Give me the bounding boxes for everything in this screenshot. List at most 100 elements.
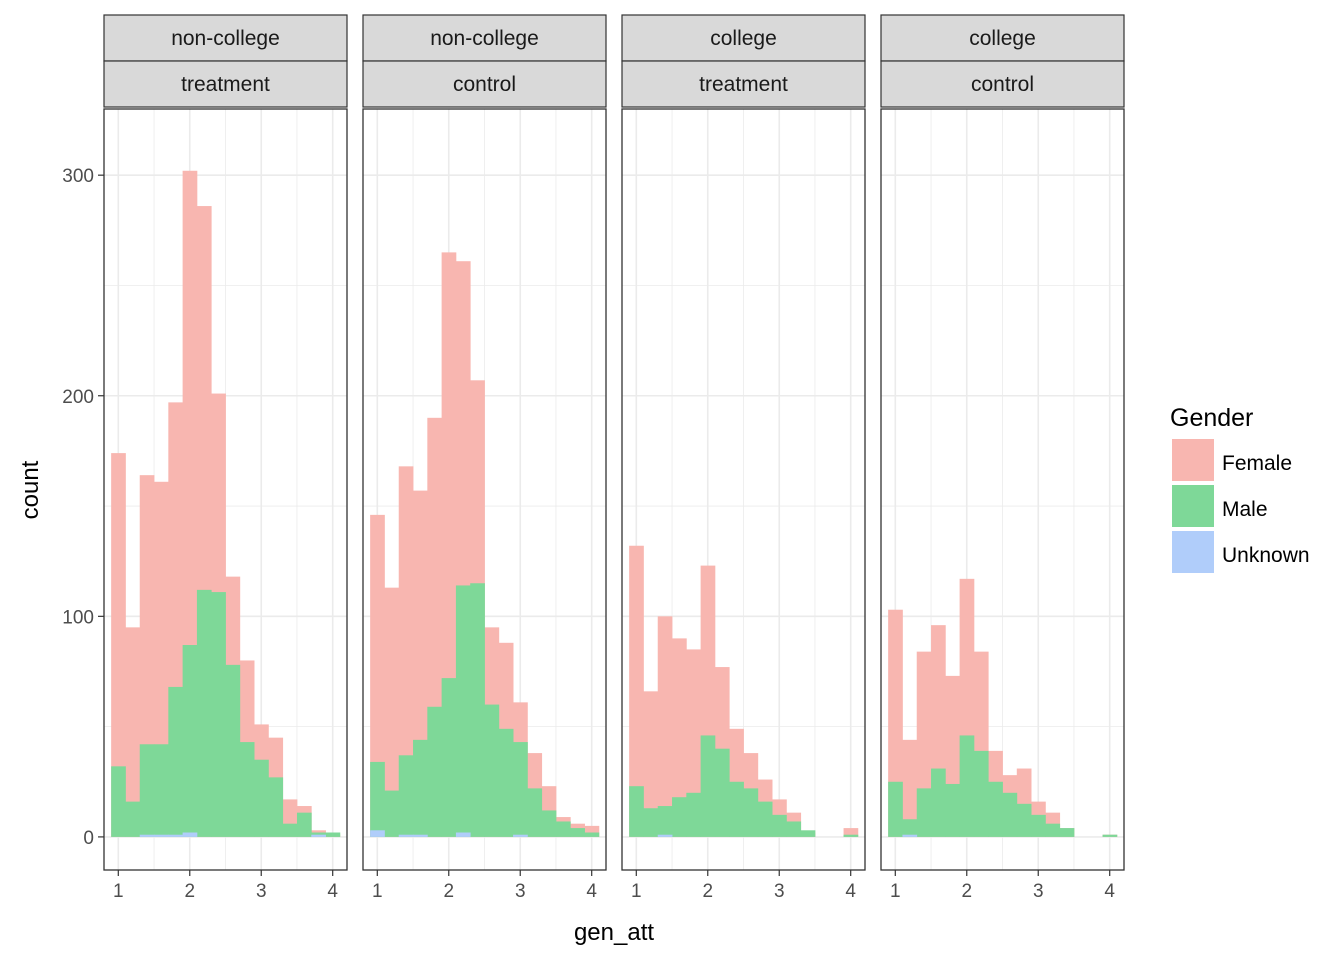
- histogram-bar-female: [672, 638, 687, 837]
- histogram-bar-male: [772, 814, 787, 837]
- histogram-bar-male: [888, 781, 903, 837]
- facet-strip-bottom-label: treatment: [699, 73, 788, 96]
- x-tick-label: 2: [184, 881, 195, 902]
- legend-swatch-male: [1172, 485, 1214, 527]
- histogram-bar-female: [643, 691, 659, 837]
- legend-item-unknown: Unknown: [1172, 531, 1310, 573]
- histogram-bar-male: [686, 792, 702, 837]
- histogram-bar-unknown: [902, 834, 918, 837]
- histogram-bar-male: [672, 797, 687, 837]
- histogram-bar-female: [686, 649, 702, 837]
- histogram-bar-male: [1045, 823, 1061, 837]
- histogram-bar-male: [902, 819, 918, 837]
- y-tick-label: 300: [62, 166, 94, 187]
- histogram-bar-female: [657, 616, 673, 837]
- x-tick-label: 4: [586, 881, 597, 902]
- x-tick-label: 2: [443, 881, 454, 902]
- histogram-bar-male: [498, 728, 514, 837]
- facet-strip-top: [362, 14, 607, 62]
- x-tick-label: 3: [256, 881, 267, 902]
- x-axis-title: gen_att: [574, 919, 654, 946]
- facet-strip-top-label: college: [969, 27, 1036, 50]
- histogram-bar-male: [125, 801, 141, 837]
- histogram-bar-male: [643, 808, 659, 837]
- legend-item-female: Female: [1172, 439, 1292, 481]
- histogram-bar-unknown: [311, 834, 326, 837]
- legend-swatch-unknown: [1172, 531, 1214, 573]
- histogram-bar-male: [239, 742, 255, 837]
- histogram-bar-male: [988, 781, 1003, 837]
- histogram-bar-male: [296, 812, 312, 837]
- histogram-bar-male: [800, 830, 816, 837]
- histogram-bar-male: [657, 806, 673, 837]
- legend-swatch-female: [1172, 439, 1214, 481]
- x-tick-label: 1: [372, 881, 383, 902]
- histogram-bar-male: [268, 777, 284, 837]
- histogram-bar-female: [370, 514, 385, 837]
- y-tick-label: 0: [83, 828, 94, 849]
- facet-panel: college control 1 2 3 4: [880, 14, 1125, 902]
- panel-border: [103, 108, 348, 871]
- panel-border: [362, 108, 607, 871]
- histogram-bar-male: [729, 781, 744, 837]
- histogram-bar-female: [398, 466, 414, 837]
- facet-strip-top: [621, 14, 866, 62]
- histogram-bar-unknown: [455, 832, 471, 837]
- facet-strip-top: [103, 14, 348, 62]
- histogram-bar-male: [959, 735, 975, 837]
- histogram-bar-male: [916, 788, 932, 837]
- facet-strip-top-label: non-college: [430, 27, 539, 50]
- histogram-bar-female: [902, 739, 918, 837]
- facet-panel: non-college control 1 2 3 4: [362, 14, 607, 902]
- histogram-bar-male: [1016, 803, 1032, 837]
- histogram-bar-male: [931, 768, 946, 837]
- histogram-bar-unknown: [182, 832, 198, 837]
- histogram-bar-male: [427, 706, 443, 837]
- histogram-bar-male: [484, 704, 500, 837]
- histogram-bar-male: [843, 834, 859, 837]
- facet-strip-bottom: [880, 60, 1125, 108]
- histogram-bar-female: [888, 609, 903, 837]
- histogram-bar-female: [125, 627, 141, 837]
- y-tick-label: 200: [62, 387, 94, 408]
- histogram-bar-male: [945, 783, 961, 837]
- facet-strip-top: [880, 14, 1125, 62]
- y-axis: 0 100 200 300: [62, 166, 104, 849]
- panel-border: [880, 108, 1125, 871]
- histogram-bar-male: [225, 664, 241, 837]
- facet-strip-bottom: [103, 60, 348, 108]
- legend-title: Gender: [1170, 404, 1253, 432]
- histogram-bar-male: [1059, 828, 1075, 837]
- histogram-bar-male: [470, 583, 485, 837]
- histogram-bar-male: [455, 585, 471, 837]
- histogram-bar-male: [1102, 834, 1118, 837]
- histogram-bar-male: [629, 786, 644, 837]
- y-axis-title: count: [17, 460, 44, 519]
- histogram-bar-male: [211, 592, 226, 837]
- facet-strip-bottom-label: control: [453, 73, 516, 96]
- legend-label-male: Male: [1222, 498, 1268, 521]
- histogram-bar-male: [1002, 792, 1018, 837]
- histogram-bar-unknown: [168, 834, 184, 837]
- histogram-bar-male: [555, 821, 571, 837]
- histogram-bar-male: [743, 788, 759, 837]
- histogram-bar-unknown: [398, 834, 414, 837]
- legend-label-unknown: Unknown: [1222, 544, 1310, 567]
- histogram-bar-male: [757, 801, 773, 837]
- facet-strip-bottom-label: treatment: [181, 73, 270, 96]
- histogram-bar-male: [139, 744, 155, 837]
- histogram-bar-male: [570, 828, 585, 837]
- histogram-bar-female: [629, 545, 644, 837]
- histogram-bar-unknown: [154, 834, 169, 837]
- legend-label-female: Female: [1222, 452, 1292, 475]
- histogram-bar-unknown: [657, 834, 673, 837]
- histogram-bar-male: [541, 810, 557, 837]
- x-tick-label: 1: [890, 881, 901, 902]
- histogram-bar-male: [398, 755, 414, 837]
- histogram-bar-male: [384, 790, 400, 837]
- facet-strip-bottom: [621, 60, 866, 108]
- histogram-bar-male: [182, 645, 198, 837]
- histogram-bar-female: [111, 453, 126, 837]
- histogram-bar-male: [168, 686, 184, 837]
